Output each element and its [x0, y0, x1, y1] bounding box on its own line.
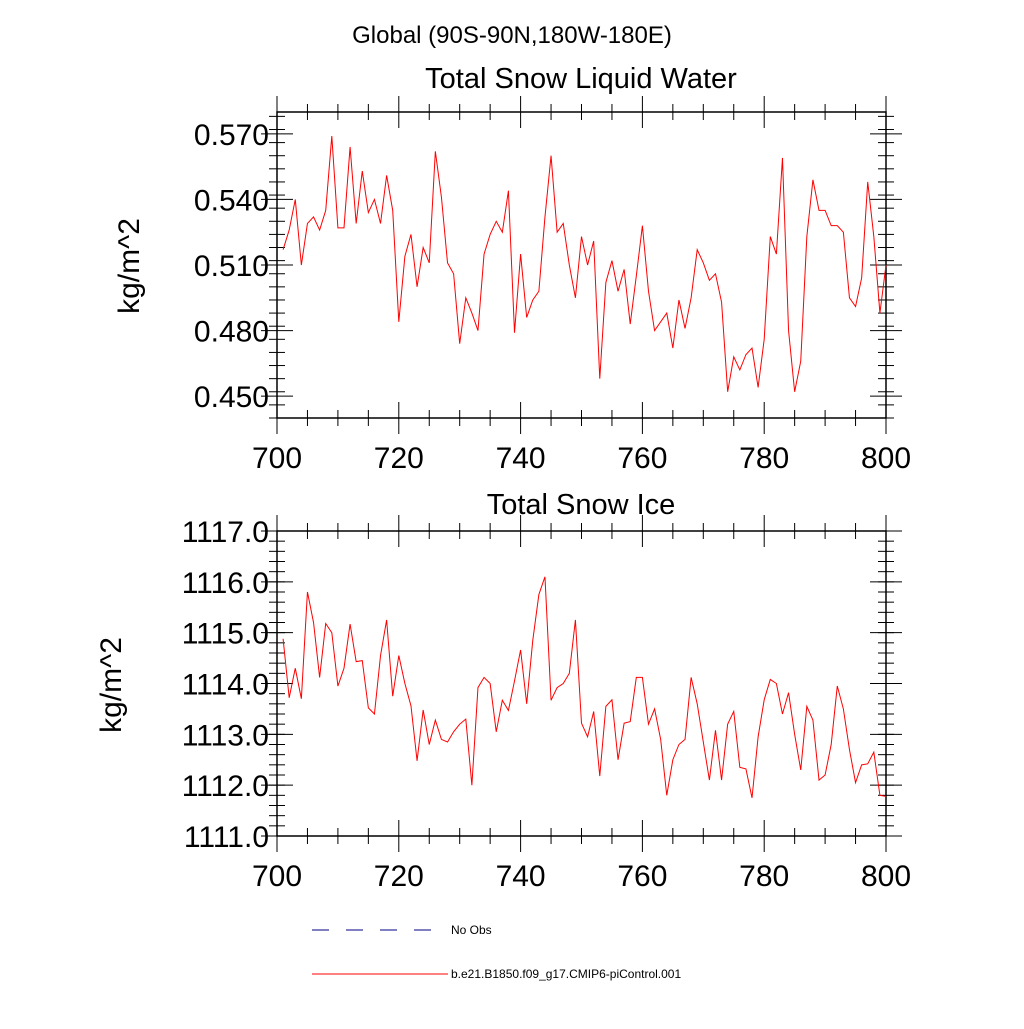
- y-tick-label: 1114.0: [182, 669, 269, 702]
- chart-title: Total Snow Ice: [487, 489, 676, 521]
- x-tick-label: 740: [496, 860, 546, 893]
- y-axis-label: kg/m^2: [95, 637, 128, 733]
- x-tick-label: 700: [252, 442, 302, 475]
- plot-frame: [276, 111, 887, 419]
- panel-snow-liquid-water: Total Snow Liquid Water kg/m^2 0.450 0.48…: [113, 63, 911, 475]
- chart-title: Total Snow Liquid Water: [425, 63, 737, 95]
- series-line: [282, 135, 887, 392]
- y-tick-label: 0.450: [194, 381, 269, 414]
- x-tick-label: 700: [252, 860, 302, 893]
- x-tick-label: 780: [739, 860, 789, 893]
- y-tick-label: 0.570: [194, 119, 269, 152]
- legend-label-model: b.e21.B1850.f09_g17.CMIP6-piControl.001: [451, 967, 681, 981]
- x-tick-label: 800: [861, 442, 911, 475]
- y-tick-label: 1111.0: [184, 821, 269, 854]
- y-tick-label: 1116.0: [182, 567, 269, 600]
- x-tick-labels: 700 720 740 760 780 800: [252, 860, 911, 893]
- x-tick-label: 800: [861, 860, 911, 893]
- x-tick-label: 720: [374, 860, 424, 893]
- plot-frame: [276, 530, 887, 837]
- x-tick-label: 760: [617, 442, 667, 475]
- panel-snow-ice: Total Snow Ice kg/m^2 1111.0 1112.0 1113.0…: [95, 489, 911, 893]
- x-tick-label: 720: [374, 442, 424, 475]
- y-tick-label: 0.540: [194, 184, 269, 217]
- y-tick-label: 0.480: [194, 316, 269, 349]
- legend: No Obs b.e21.B1850.f09_g17.CMIP6-piContr…: [312, 923, 681, 981]
- y-tick-labels: 1111.0 1112.0 1113.0 1114.0 1115.0 1116.0 1117…: [182, 516, 269, 854]
- x-tick-labels: 700 720 740 760 780 800: [252, 442, 911, 475]
- x-tick-label: 740: [496, 442, 546, 475]
- axis-ticks: [261, 96, 902, 434]
- y-tick-label: 1112.0: [182, 770, 269, 803]
- y-tick-label: 0.510: [194, 250, 269, 283]
- series-line: [282, 576, 887, 798]
- y-axis-label: kg/m^2: [113, 218, 146, 314]
- y-tick-label: 1117.0: [182, 516, 269, 549]
- x-tick-label: 780: [739, 442, 789, 475]
- y-tick-label: 1113.0: [182, 719, 269, 752]
- legend-label-no-obs: No Obs: [451, 923, 492, 937]
- x-tick-label: 760: [617, 860, 667, 893]
- region-title: Global (90S-90N,180W-180E): [352, 22, 672, 49]
- y-tick-labels: 0.450 0.480 0.510 0.540 0.570: [194, 119, 269, 414]
- axis-ticks: [261, 515, 902, 852]
- y-tick-label: 1115.0: [182, 618, 269, 651]
